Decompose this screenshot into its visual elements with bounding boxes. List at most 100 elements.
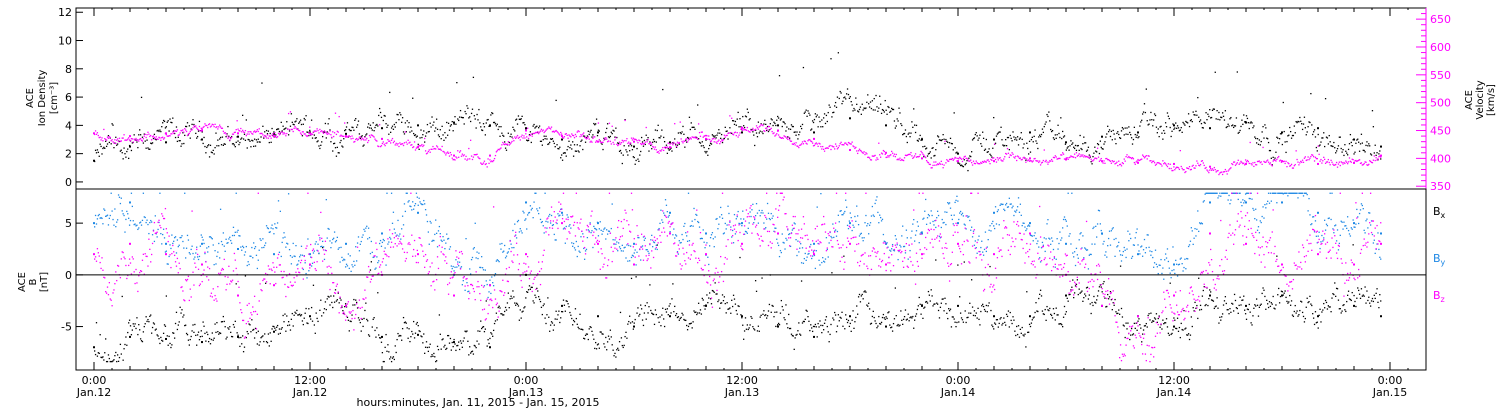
data-point [848,142,851,144]
data-point [880,112,883,115]
data-point [655,313,657,316]
data-point [263,340,265,343]
data-point [1319,160,1321,162]
data-point [169,244,171,246]
data-point [594,136,596,138]
data-point [328,296,330,298]
data-point [959,164,962,167]
data-point [529,131,532,133]
data-point [1341,151,1343,153]
data-point [695,311,697,313]
data-point [437,230,440,232]
data-point [768,129,771,131]
data-point [174,236,177,238]
data-point [789,128,792,131]
data-point [317,320,319,323]
data-point [128,157,130,160]
data-point [797,145,799,148]
data-point [776,133,778,135]
data-point [670,312,672,314]
data-point [1200,122,1203,125]
data-point [1073,153,1076,155]
data-point [741,222,743,225]
data-point [1179,336,1181,339]
data-point [1284,162,1286,165]
data-point [277,200,280,202]
data-point [539,130,542,132]
data-point [1084,142,1087,144]
data-point [558,310,560,312]
data-point [927,162,930,164]
data-point [617,347,619,349]
data-point [253,328,255,331]
data-point [731,120,734,122]
data-point [1093,295,1095,298]
data-point [684,140,686,142]
data-point [1231,163,1233,165]
data-point [261,336,263,338]
data-point [658,321,660,323]
data-point [492,121,495,124]
data-point [122,158,124,160]
data-point [596,344,599,346]
data-point [519,228,521,230]
data-point [268,135,270,137]
data-point [863,107,865,109]
data-point [845,93,848,95]
data-point [841,102,843,105]
data-point [298,129,300,132]
data-point [107,354,110,356]
data-point [445,348,447,351]
data-point [828,145,830,148]
data-point [564,242,566,244]
data-point [1245,162,1247,165]
data-point [174,322,177,325]
data-point [977,139,979,141]
data-point [668,149,670,151]
data-point [539,300,542,303]
data-point [1217,118,1219,121]
data-point [358,133,361,135]
data-point [514,223,516,225]
data-point [462,280,464,282]
data-point [481,327,483,330]
data-point [1029,315,1031,318]
data-point [752,131,754,133]
data-point [566,300,568,303]
data-point [151,142,154,144]
data-point [210,237,213,239]
data-point [1182,121,1184,124]
data-point [1180,165,1182,168]
data-point [921,304,923,307]
data-point [202,239,204,241]
data-point [1127,133,1129,136]
data-point [113,224,115,226]
data-point [891,152,894,154]
data-point [1120,307,1123,310]
data-point [469,158,471,160]
data-point [541,130,543,132]
data-point [505,143,508,146]
data-point [1161,165,1163,167]
data-point [1281,294,1283,297]
data-point [610,143,612,145]
data-point [991,159,993,161]
data-point [800,334,802,336]
data-point [457,344,459,347]
data-point [1267,303,1269,305]
data-point [1110,299,1113,301]
data-point [269,132,271,135]
data-point [649,141,651,143]
data-point [286,242,288,244]
data-point [373,256,375,258]
data-point [1099,284,1101,286]
data-point [1163,323,1165,325]
data-point [598,130,600,132]
data-point [583,135,585,137]
data-point [543,232,545,234]
data-point [1045,159,1047,162]
data-point [1033,135,1035,138]
data-point [751,129,753,131]
data-point [405,322,407,324]
data-point [236,120,238,122]
